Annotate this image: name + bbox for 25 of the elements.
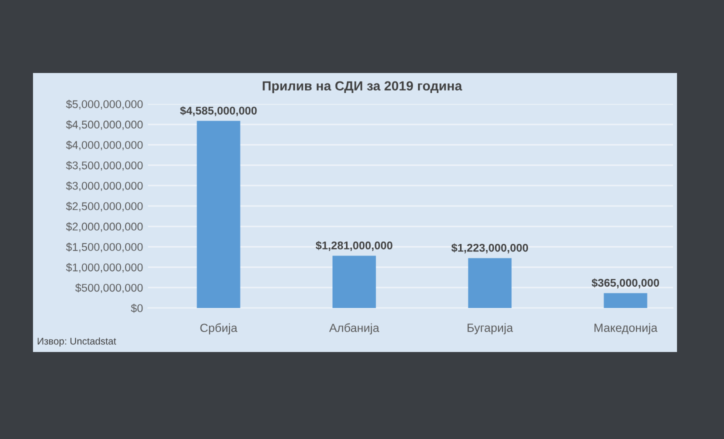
y-tick-label: $5,000,000,000 <box>66 100 143 110</box>
text: Извор: Unctadstat <box>38 337 116 347</box>
y-tick-label: $3,000,000,000 <box>66 181 143 192</box>
bar <box>468 258 512 308</box>
y-tick-label: $0 <box>130 304 143 313</box>
y-tick-label: $2,500,000,000 <box>66 202 143 212</box>
bar <box>196 120 240 308</box>
y-tick-label: $4,500,000,000 <box>66 120 143 130</box>
chart-title: Прилив на СДИ за 2019 година <box>262 81 462 94</box>
x-tick-label: Србија <box>200 323 238 334</box>
data-label: $365,000,000 <box>592 278 660 288</box>
data-label: $4,585,000,000 <box>180 106 257 116</box>
data-label: $1,281,000,000 <box>316 241 392 251</box>
data-label: $1,223,000,000 <box>451 243 528 254</box>
y-tick-label: $1,000,000,000 <box>66 263 143 273</box>
x-tick-label: Македонија <box>594 323 658 334</box>
y-tick-label: $500,000,000 <box>75 283 143 294</box>
y-tick-label: $3,500,000,000 <box>66 161 143 171</box>
bar <box>604 293 648 308</box>
y-tick-label: $1,500,000,000 <box>66 242 143 252</box>
bar <box>332 256 376 308</box>
y-tick-label: $4,000,000,000 <box>66 140 143 150</box>
y-tick-label: $2,000,000,000 <box>66 222 143 232</box>
x-tick-label: Албанија <box>329 323 380 334</box>
x-tick-label: Бугарија <box>468 323 514 334</box>
